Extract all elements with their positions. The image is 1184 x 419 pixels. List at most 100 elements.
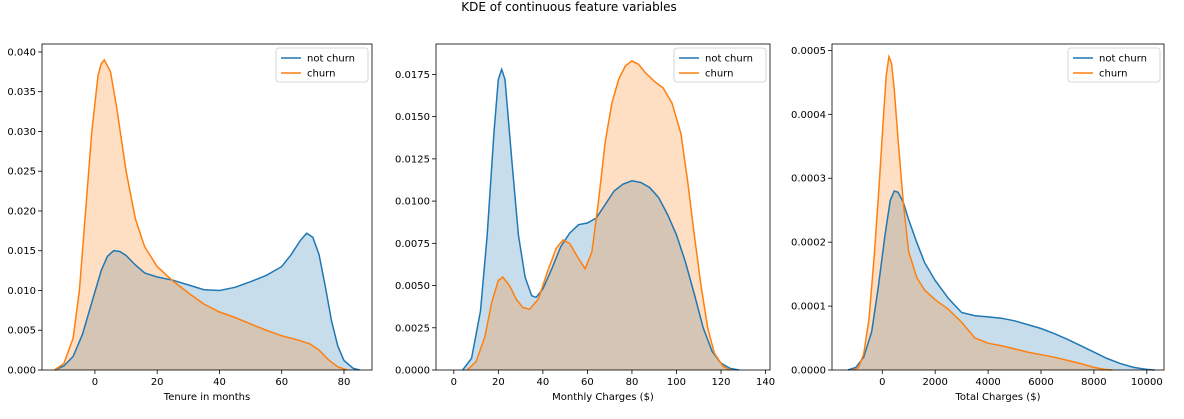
y-tick-label: 0.020	[7, 206, 36, 217]
series-fill-not-churn	[462, 69, 739, 371]
subplots: 0 20 40 60 80 0.000 0.005 0.010 0.015 0.020 0.025 0…	[7, 43, 1165, 403]
legend-entry: not churn	[281, 54, 355, 65]
y-tick: 0.000	[7, 366, 42, 377]
legend-label: not churn	[1099, 54, 1147, 65]
legend-label: not churn	[307, 54, 355, 65]
legend-entry: not churn	[679, 54, 753, 65]
y-tick: 0.0100	[395, 197, 436, 208]
x-tick-label: 20	[492, 377, 505, 388]
legend-label: churn	[705, 69, 733, 80]
x-axis-label: Tenure in months	[163, 392, 250, 403]
y-tick: 0.0001	[791, 302, 832, 313]
y-tick-label: 0.035	[7, 87, 36, 98]
subplot-3: 0 2000 4000 6000 8000 10000 0.0000 0.0001 0.0002…	[791, 43, 1165, 403]
y-tick-label: 0.0075	[395, 239, 430, 250]
x-tick-label: 140	[756, 377, 775, 388]
y-tick-label: 0.025	[7, 167, 36, 178]
y-tick: 0.030	[7, 127, 42, 138]
y-tick: 0.020	[7, 206, 42, 217]
x-tick-label: 20	[151, 377, 164, 388]
y-tick: 0.0000	[791, 366, 832, 377]
x-tick: 60	[275, 370, 288, 388]
x-tick-label: 4000	[975, 377, 1000, 388]
legend-entry: churn	[679, 69, 733, 80]
y-tick: 0.0002	[791, 238, 832, 249]
y-tick-label: 0.0025	[395, 323, 430, 334]
axes-frame	[435, 43, 771, 371]
x-tick-label: 100	[667, 377, 686, 388]
y-tick-label: 0.015	[7, 246, 36, 257]
subplot-1: 0 20 40 60 80 0.000 0.005 0.010 0.015 0.020 0.025 0…	[7, 43, 373, 403]
x-tick: 40	[537, 370, 550, 388]
legend-entry: not churn	[1073, 54, 1147, 65]
y-tick: 0.0025	[395, 323, 436, 334]
y-tick: 0.0004	[791, 110, 832, 121]
x-tick-label: 40	[537, 377, 550, 388]
x-axis-label: Total Charges ($)	[955, 392, 1041, 403]
y-tick: 0.0175	[395, 70, 436, 81]
y-tick-label: 0.0002	[791, 238, 826, 249]
x-tick-label: 0	[879, 377, 885, 388]
series-line-churn	[852, 53, 1113, 371]
x-tick-label: 60	[581, 377, 594, 388]
x-tick: 120	[711, 370, 731, 388]
series-line-churn	[54, 58, 348, 371]
legend-label: churn	[1099, 69, 1127, 80]
series-line-not-churn	[54, 232, 360, 371]
y-tick-label: 0.0005	[791, 46, 826, 57]
axes-frame	[41, 43, 373, 371]
y-tick-label: 0.0000	[395, 366, 430, 377]
y-tick-label: 0.0175	[395, 70, 430, 81]
legend-label: not churn	[705, 54, 753, 65]
x-tick: 6000	[1028, 370, 1054, 388]
series-line-not-churn	[462, 66, 739, 371]
legend: not churn churn	[673, 47, 767, 83]
y-tick: 0.040	[7, 47, 42, 58]
x-tick: 20	[151, 370, 164, 388]
x-tick: 80	[626, 370, 638, 388]
y-tick-label: 0.000	[7, 366, 36, 377]
x-tick-label: 80	[338, 377, 351, 388]
y-tick: 0.025	[7, 167, 42, 178]
x-tick: 0	[92, 370, 98, 388]
subplot-2: 0 20 40 60 80 100 120 140 0.0000 0.0025 0.0050 0.00…	[395, 43, 775, 403]
y-tick-label: 0.0004	[791, 110, 826, 121]
y-tick-label: 0.0001	[791, 302, 826, 313]
series-line-not-churn	[847, 190, 1155, 371]
figure-title: KDE of continuous feature variables	[461, 0, 677, 14]
legend-entry: churn	[281, 69, 335, 80]
legend-label: churn	[307, 69, 335, 80]
y-tick-label: 0.0100	[395, 197, 430, 208]
series-fill-churn	[54, 59, 348, 371]
x-tick: 140	[756, 370, 775, 388]
x-tick: 0	[451, 370, 457, 388]
y-tick-label: 0.0150	[395, 112, 430, 123]
x-tick: 80	[338, 370, 351, 388]
y-tick: 0.0000	[395, 366, 436, 377]
x-tick: 4000	[975, 370, 1001, 388]
y-tick: 0.035	[7, 87, 42, 98]
y-tick: 0.0050	[395, 281, 436, 292]
x-tick-label: 10000	[1131, 377, 1163, 388]
x-tick-label: 6000	[1028, 377, 1053, 388]
y-tick-label: 0.0000	[791, 366, 826, 377]
series-line-churn	[466, 60, 731, 371]
y-tick: 0.0003	[791, 174, 832, 185]
y-tick-label: 0.010	[7, 286, 36, 297]
x-tick-label: 120	[711, 377, 730, 388]
axes-frame	[831, 43, 1165, 371]
x-tick: 60	[581, 370, 594, 388]
y-tick-label: 0.030	[7, 127, 36, 138]
x-tick-label: 8000	[1081, 377, 1106, 388]
y-tick-label: 0.0003	[791, 174, 826, 185]
x-tick-label: 0	[92, 377, 98, 388]
y-tick-label: 0.040	[7, 47, 36, 58]
x-tick: 0	[879, 370, 885, 388]
y-tick: 0.005	[7, 326, 42, 337]
x-tick-label: 2000	[922, 377, 947, 388]
y-tick: 0.0075	[395, 239, 436, 250]
x-tick: 40	[213, 370, 226, 388]
y-tick: 0.015	[7, 246, 42, 257]
legend: not churn churn	[1067, 47, 1161, 83]
